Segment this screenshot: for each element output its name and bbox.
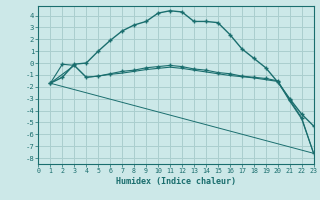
X-axis label: Humidex (Indice chaleur): Humidex (Indice chaleur) [116,177,236,186]
